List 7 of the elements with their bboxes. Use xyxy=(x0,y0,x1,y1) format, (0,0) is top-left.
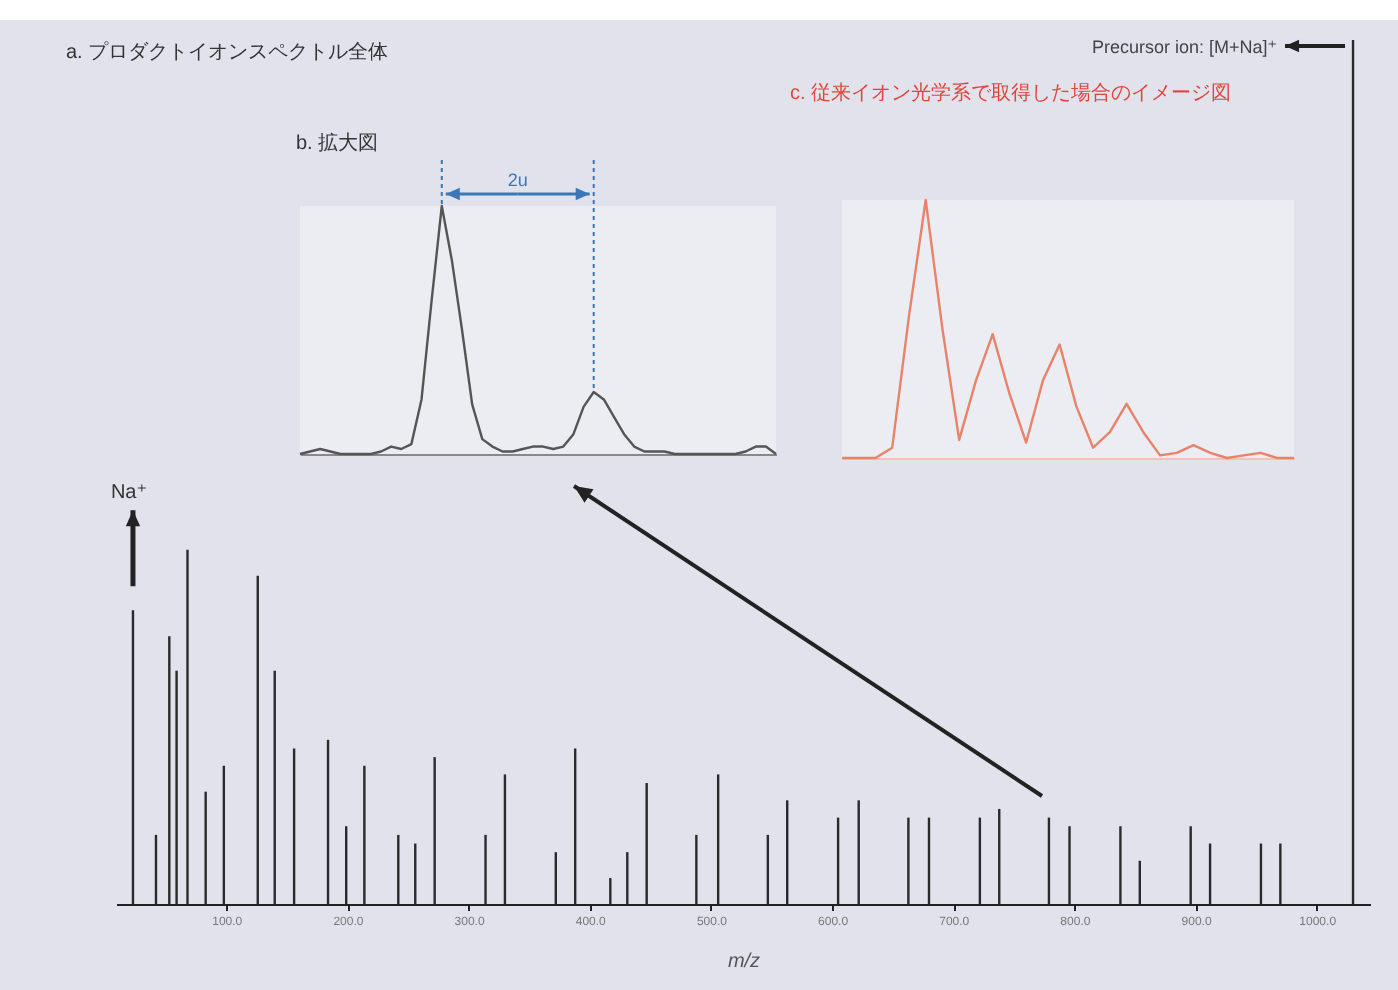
chart-title: a. プロダクトイオンスペクトル全体 xyxy=(66,39,389,66)
chart-title: c. 従来イオン光学系で取得した場合のイメージ図 xyxy=(790,80,1232,105)
annotation: Precursor ion: [M+Na]⁺ xyxy=(1091,37,1278,57)
annotation: Na⁺ xyxy=(110,482,148,505)
chart-title: b. 拡大図 xyxy=(296,130,379,155)
annotation: 2u xyxy=(507,170,528,190)
x-axis-title: m/z xyxy=(727,951,761,973)
